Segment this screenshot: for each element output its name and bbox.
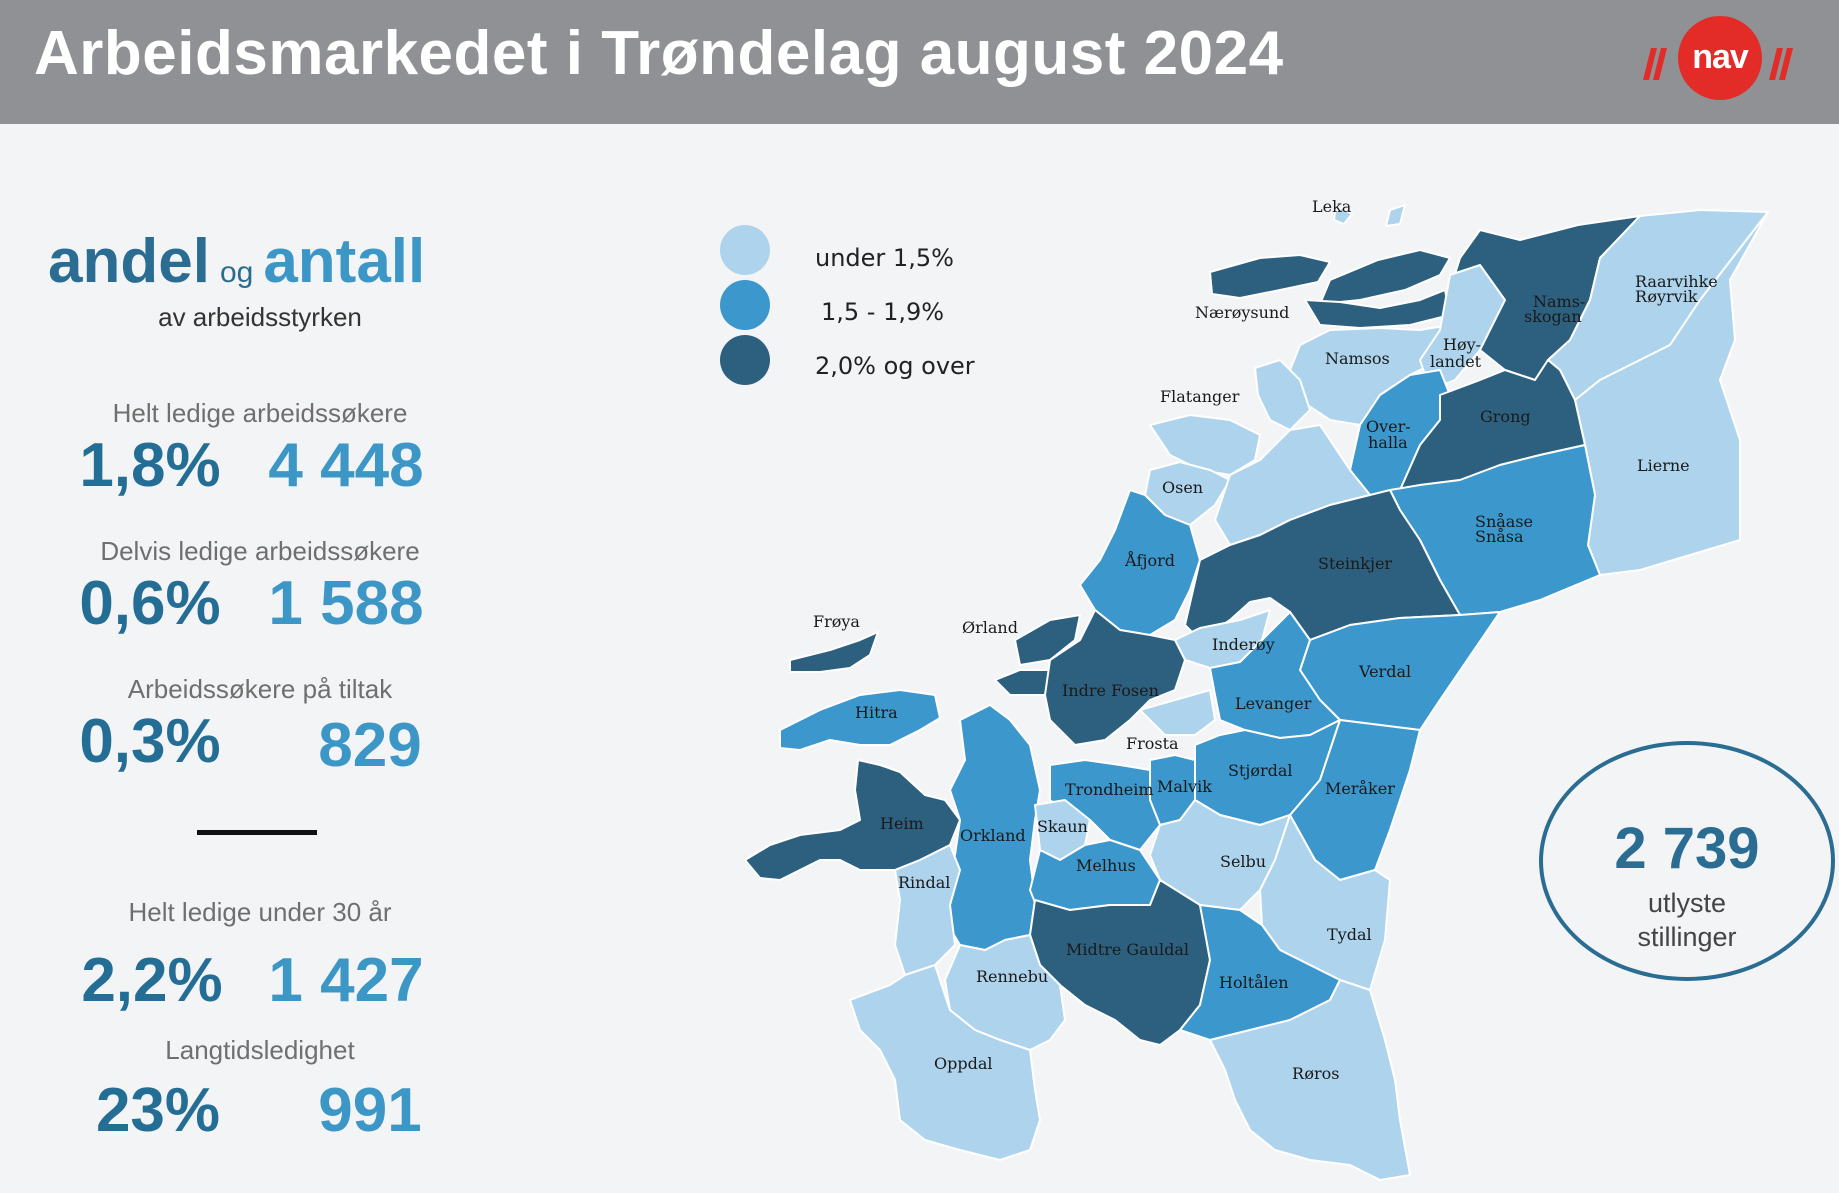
- stat-label-under-30: Helt ledige under 30 år: [128, 897, 392, 927]
- job-postings-badge: 2 739 utlyste stillinger: [1539, 741, 1835, 981]
- label-naeroysund: Nærøysund: [1195, 303, 1289, 322]
- label-roros: Røros: [1292, 1064, 1339, 1083]
- legend-swatch-mid: [720, 280, 770, 330]
- region-rindal: [894, 844, 961, 976]
- stat-label-tiltak: Arbeidssøkere på tiltak: [127, 674, 393, 704]
- label-royrvik-2: Røyrvik: [1635, 287, 1698, 306]
- label-rennebu: Rennebu: [976, 967, 1048, 986]
- label-verdal: Verdal: [1358, 662, 1411, 681]
- label-flatanger: Flatanger: [1160, 387, 1240, 406]
- region-orland: [1014, 614, 1081, 666]
- stat-label-langtid: Langtidsledighet: [165, 1035, 355, 1065]
- region-levanger: [1209, 611, 1341, 739]
- label-snasa-2: Snåsa: [1475, 527, 1524, 546]
- label-frosta: Frosta: [1126, 734, 1179, 753]
- header-bar: Arbeidsmarkedet i Trøndelag august 2024 …: [0, 0, 1839, 124]
- label-lierne: Lierne: [1637, 456, 1690, 475]
- label-inderoy: Inderøy: [1212, 635, 1275, 654]
- region-namsos-islands: [1254, 359, 1311, 431]
- region-leka-islands: [1385, 204, 1406, 227]
- label-selbu: Selbu: [1220, 852, 1266, 871]
- label-melhus: Melhus: [1076, 856, 1136, 875]
- label-namsos: Namsos: [1325, 349, 1390, 368]
- label-overhalla-2: halla: [1368, 433, 1408, 452]
- heading-andel: andel: [48, 227, 210, 296]
- page-title: Arbeidsmarkedet i Trøndelag august 2024: [34, 19, 1284, 88]
- stat-count-langtid: 991: [318, 1076, 422, 1145]
- job-postings-label-2: stillinger: [1637, 922, 1737, 952]
- region-indre-fosen: [1044, 609, 1186, 746]
- label-hoylandet-1: Høy-: [1443, 335, 1481, 354]
- stat-count-delvis-ledige: 1 588: [268, 569, 424, 638]
- label-steinkjer: Steinkjer: [1318, 554, 1392, 573]
- stat-percent-tiltak: 0,3%: [79, 707, 221, 776]
- label-hoylandet-2: landet: [1430, 352, 1482, 371]
- stat-percent-delvis-ledige: 0,6%: [79, 569, 221, 638]
- stats-divider: [197, 830, 317, 835]
- region-oppdal: [849, 964, 1041, 1161]
- nav-logo-icon: [1643, 16, 1793, 100]
- legend-label-high: 2,0% og over: [815, 352, 975, 380]
- stat-percent-helt-ledige: 1,8%: [79, 431, 221, 500]
- region-heim: [744, 759, 961, 881]
- heading-antall: antall: [263, 227, 426, 296]
- label-orland: Ørland: [962, 618, 1018, 637]
- stat-count-helt-ledige: 4 448: [268, 431, 424, 500]
- label-orkland: Orkland: [960, 826, 1026, 845]
- label-stjordal: Stjørdal: [1228, 761, 1293, 780]
- label-namsskogan-2: skogan: [1524, 307, 1582, 326]
- label-royrvik-1: Raarvihke: [1635, 272, 1718, 291]
- region-afjord: [1079, 489, 1201, 636]
- region-leka: [1333, 207, 1353, 225]
- label-levanger: Levanger: [1235, 694, 1312, 713]
- legend-label-mid: 1,5 - 1,9%: [821, 298, 945, 326]
- label-namsskogan-1: Nams-: [1533, 292, 1585, 311]
- nav-logo-text: nav: [1692, 38, 1749, 76]
- region-naeroysund: [1209, 254, 1331, 299]
- stat-count-tiltak: 829: [318, 711, 422, 780]
- label-indre-fosen: Indre Fosen: [1062, 681, 1159, 700]
- label-holtalen: Holtålen: [1219, 973, 1289, 992]
- region-frosta: [1139, 689, 1216, 736]
- heading-og: og: [219, 256, 254, 289]
- label-afjord: Åfjord: [1124, 550, 1175, 570]
- nav-logo: nav: [1635, 10, 1795, 110]
- label-snasa-1: Snåase: [1475, 512, 1533, 531]
- label-froya: Frøya: [813, 612, 860, 631]
- label-tydal: Tydal: [1327, 925, 1372, 944]
- stat-count-under-30: 1 427: [268, 946, 424, 1015]
- stat-percent-under-30: 2,2%: [81, 946, 223, 1015]
- stat-percent-langtid: 23%: [95, 1076, 221, 1145]
- legend-label-low: under 1,5%: [815, 244, 954, 272]
- legend-swatch-low: [720, 225, 770, 275]
- label-malvik: Malvik: [1157, 777, 1212, 796]
- label-osen: Osen: [1162, 478, 1203, 497]
- region-hitra: [779, 689, 941, 751]
- label-hitra: Hitra: [855, 703, 898, 722]
- stats-subheading: av arbeidsstyrken: [158, 302, 362, 332]
- label-meraker: Meråker: [1325, 779, 1395, 798]
- label-rindal: Rindal: [898, 873, 950, 892]
- label-heim: Heim: [880, 814, 924, 833]
- label-leka: Leka: [1312, 197, 1352, 216]
- region-froya: [789, 631, 879, 673]
- job-postings-label-1: utlyste: [1647, 888, 1727, 918]
- label-trondheim: Trondheim: [1065, 780, 1154, 799]
- label-grong: Grong: [1480, 407, 1531, 426]
- region-orland-south: [994, 669, 1051, 696]
- stat-label-helt-ledige: Helt ledige arbeidssøkere: [112, 398, 408, 428]
- label-midtre-gauldal: Midtre Gauldal: [1066, 940, 1189, 959]
- label-skaun: Skaun: [1037, 817, 1088, 836]
- label-overhalla-1: Over-: [1366, 417, 1411, 436]
- stats-heading: andel og antall: [48, 226, 425, 297]
- label-oppdal: Oppdal: [934, 1054, 993, 1073]
- region-flatanger: [1149, 414, 1261, 476]
- stat-label-delvis-ledige: Delvis ledige arbeidssøkere: [100, 536, 420, 566]
- legend-swatch-high: [720, 335, 770, 385]
- region-roros: [1209, 979, 1411, 1181]
- region-hoylandet: [1419, 264, 1506, 391]
- job-postings-count: 2 739: [1614, 816, 1760, 881]
